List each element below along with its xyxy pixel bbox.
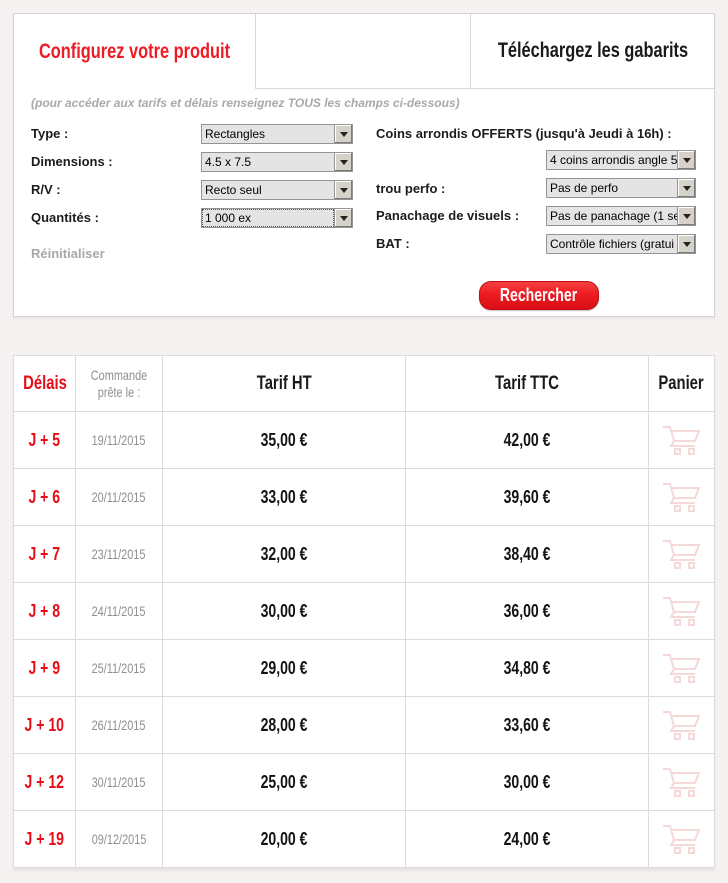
recto-verso-select-value: Recto seul bbox=[205, 183, 262, 197]
rounded-corners-select-value: 4 coins arrondis angle 5 bbox=[550, 153, 677, 167]
recto-verso-select[interactable]: Recto seul bbox=[201, 180, 353, 200]
reset-link[interactable]: Réinitialiser bbox=[31, 246, 105, 261]
perforation-select-value: Pas de perfo bbox=[550, 181, 619, 195]
header-panier: Panier bbox=[658, 372, 705, 394]
tab-configure-label: Configurez votre produit bbox=[38, 39, 231, 63]
price-ht-cell: 32,00 € bbox=[163, 525, 406, 582]
add-to-cart-button[interactable] bbox=[649, 411, 714, 468]
dimensions-label: Dimensions : bbox=[31, 154, 113, 169]
tab-download-templates[interactable]: Téléchargez les gabarits bbox=[471, 14, 714, 89]
add-to-cart-button[interactable] bbox=[649, 639, 714, 696]
add-to-cart-button[interactable] bbox=[649, 582, 714, 639]
search-button-label: Rechercher bbox=[500, 285, 578, 305]
cart-icon bbox=[662, 540, 700, 569]
header-tarif-ttc: Tarif TTC bbox=[406, 356, 649, 411]
tab-configure-product[interactable]: Configurez votre produit bbox=[14, 14, 256, 89]
bat-select-value: Contrôle fichiers (gratui bbox=[550, 237, 675, 251]
add-to-cart-button[interactable] bbox=[649, 810, 714, 867]
price-ht-cell: 28,00 € bbox=[163, 696, 406, 753]
cart-icon bbox=[662, 654, 700, 683]
chevron-down-icon[interactable] bbox=[677, 235, 695, 253]
add-to-cart-button[interactable] bbox=[649, 696, 714, 753]
search-button[interactable]: Rechercher bbox=[479, 281, 599, 310]
type-label: Type : bbox=[31, 126, 69, 141]
chevron-down-icon[interactable] bbox=[677, 151, 695, 169]
chevron-down-icon[interactable] bbox=[334, 153, 352, 171]
cart-icon bbox=[662, 597, 700, 626]
chevron-down-icon[interactable] bbox=[334, 209, 352, 227]
cart-icon bbox=[662, 768, 700, 797]
price-ht-cell: 20,00 € bbox=[163, 810, 406, 867]
type-select-value: Rectangles bbox=[205, 127, 266, 141]
price-table: Délais Commande prête le : Tarif HT Tari… bbox=[13, 355, 715, 868]
delay-cell: J + 8 bbox=[14, 582, 76, 639]
rounded-corners-select[interactable]: 4 coins arrondis angle 5 bbox=[546, 150, 696, 170]
quantities-select-value: 1 000 ex bbox=[202, 209, 334, 227]
tab-templates-label: Téléchargez les gabarits bbox=[497, 39, 688, 62]
price-ttc-cell: 38,40 € bbox=[406, 525, 649, 582]
delay-cell: J + 7 bbox=[14, 525, 76, 582]
quantities-label: Quantités : bbox=[31, 210, 99, 225]
price-ttc-cell: 36,00 € bbox=[406, 582, 649, 639]
delay-cell: J + 6 bbox=[14, 468, 76, 525]
type-select[interactable]: Rectangles bbox=[201, 124, 353, 144]
ready-date-cell: 24/11/2015 bbox=[76, 582, 163, 639]
ready-date-cell: 26/11/2015 bbox=[76, 696, 163, 753]
price-ht-cell: 29,00 € bbox=[163, 639, 406, 696]
chevron-down-icon[interactable] bbox=[334, 125, 352, 143]
visual-mix-select-value: Pas de panachage (1 se bbox=[550, 209, 677, 223]
quantities-select[interactable]: 1 000 ex bbox=[201, 208, 353, 228]
chevron-down-icon[interactable] bbox=[677, 179, 695, 197]
visual-mix-select[interactable]: Pas de panachage (1 se bbox=[546, 206, 696, 226]
price-ht-cell: 33,00 € bbox=[163, 468, 406, 525]
dimensions-select[interactable]: 4.5 x 7.5 bbox=[201, 152, 353, 172]
chevron-down-icon[interactable] bbox=[334, 181, 352, 199]
ready-date-cell: 19/11/2015 bbox=[76, 411, 163, 468]
instruction-note: (pour accéder aux tarifs et délais rense… bbox=[31, 96, 460, 110]
price-ttc-cell: 39,60 € bbox=[406, 468, 649, 525]
bat-select[interactable]: Contrôle fichiers (gratui bbox=[546, 234, 696, 254]
cart-icon bbox=[662, 711, 700, 740]
add-to-cart-button[interactable] bbox=[649, 525, 714, 582]
configurator-panel: Configurez votre produit Téléchargez les… bbox=[13, 13, 715, 317]
price-ttc-cell: 24,00 € bbox=[406, 810, 649, 867]
delay-cell: J + 5 bbox=[14, 411, 76, 468]
delay-cell: J + 12 bbox=[14, 753, 76, 810]
bat-label: BAT : bbox=[376, 236, 410, 251]
cart-icon bbox=[662, 426, 700, 455]
perforation-select[interactable]: Pas de perfo bbox=[546, 178, 696, 198]
delay-cell: J + 10 bbox=[14, 696, 76, 753]
price-ttc-cell: 30,00 € bbox=[406, 753, 649, 810]
visual-mix-label: Panachage de visuels : bbox=[376, 208, 520, 223]
price-ht-cell: 25,00 € bbox=[163, 753, 406, 810]
cart-icon bbox=[662, 483, 700, 512]
dimensions-select-value: 4.5 x 7.5 bbox=[205, 155, 252, 169]
price-ht-cell: 35,00 € bbox=[163, 411, 406, 468]
price-ttc-cell: 34,80 € bbox=[406, 639, 649, 696]
recto-verso-label: R/V : bbox=[31, 182, 61, 197]
ready-date-cell: 25/11/2015 bbox=[76, 639, 163, 696]
delay-cell: J + 19 bbox=[14, 810, 76, 867]
tab-bar: Configurez votre produit Téléchargez les… bbox=[14, 14, 714, 89]
price-ht-cell: 30,00 € bbox=[163, 582, 406, 639]
price-ttc-cell: 42,00 € bbox=[406, 411, 649, 468]
header-commande: Commande prête le : bbox=[76, 356, 163, 411]
rounded-corners-label: Coins arrondis OFFERTS (jusqu'à Jeudi à … bbox=[376, 126, 672, 141]
chevron-down-icon[interactable] bbox=[677, 207, 695, 225]
header-delais: Délais bbox=[14, 356, 76, 411]
ready-date-cell: 09/12/2015 bbox=[76, 810, 163, 867]
header-tarif-ht: Tarif HT bbox=[163, 356, 406, 411]
ready-date-cell: 23/11/2015 bbox=[76, 525, 163, 582]
add-to-cart-button[interactable] bbox=[649, 468, 714, 525]
add-to-cart-button[interactable] bbox=[649, 753, 714, 810]
price-ttc-cell: 33,60 € bbox=[406, 696, 649, 753]
ready-date-cell: 30/11/2015 bbox=[76, 753, 163, 810]
perforation-label: trou perfo : bbox=[376, 181, 446, 196]
tab-empty[interactable] bbox=[256, 14, 471, 89]
cart-icon bbox=[662, 825, 700, 854]
delay-cell: J + 9 bbox=[14, 639, 76, 696]
ready-date-cell: 20/11/2015 bbox=[76, 468, 163, 525]
